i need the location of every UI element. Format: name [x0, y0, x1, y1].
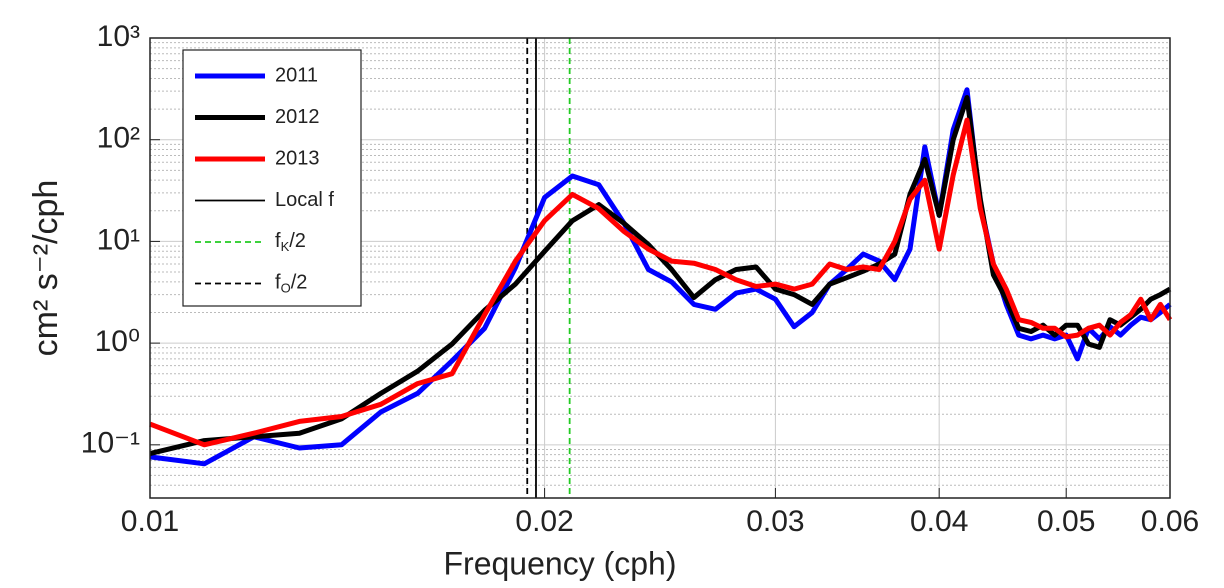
y-tick-label: 10⁰: [95, 325, 140, 358]
legend-label: 2012: [275, 106, 320, 128]
x-tick-label: 0.01: [121, 505, 179, 538]
legend-label: 2013: [275, 147, 320, 169]
y-tick-label: 10³: [97, 20, 140, 53]
y-tick-label: 10⁻¹: [81, 427, 140, 460]
x-tick-label: 0.06: [1141, 505, 1199, 538]
legend-box: [182, 49, 362, 307]
legend-label: 2011: [275, 64, 318, 86]
y-tick-label: 10¹: [97, 223, 140, 256]
legend-label: fO/2: [275, 272, 307, 296]
legend-label: fK/2: [275, 230, 306, 254]
x-tick-label: 0.02: [515, 505, 573, 538]
legend-label: Local f: [275, 189, 334, 211]
plot-frame: [149, 37, 1171, 499]
x-tick-label: 0.04: [910, 505, 968, 538]
x-tick-label: 0.03: [746, 505, 804, 538]
y-tick-label: 10²: [97, 122, 140, 155]
x-tick-label: 0.05: [1037, 505, 1095, 538]
series-line: [149, 117, 1173, 448]
x-axis-label: Frequency (cph): [444, 545, 677, 581]
y-axis-label: cm² s⁻²/cph: [27, 180, 65, 357]
